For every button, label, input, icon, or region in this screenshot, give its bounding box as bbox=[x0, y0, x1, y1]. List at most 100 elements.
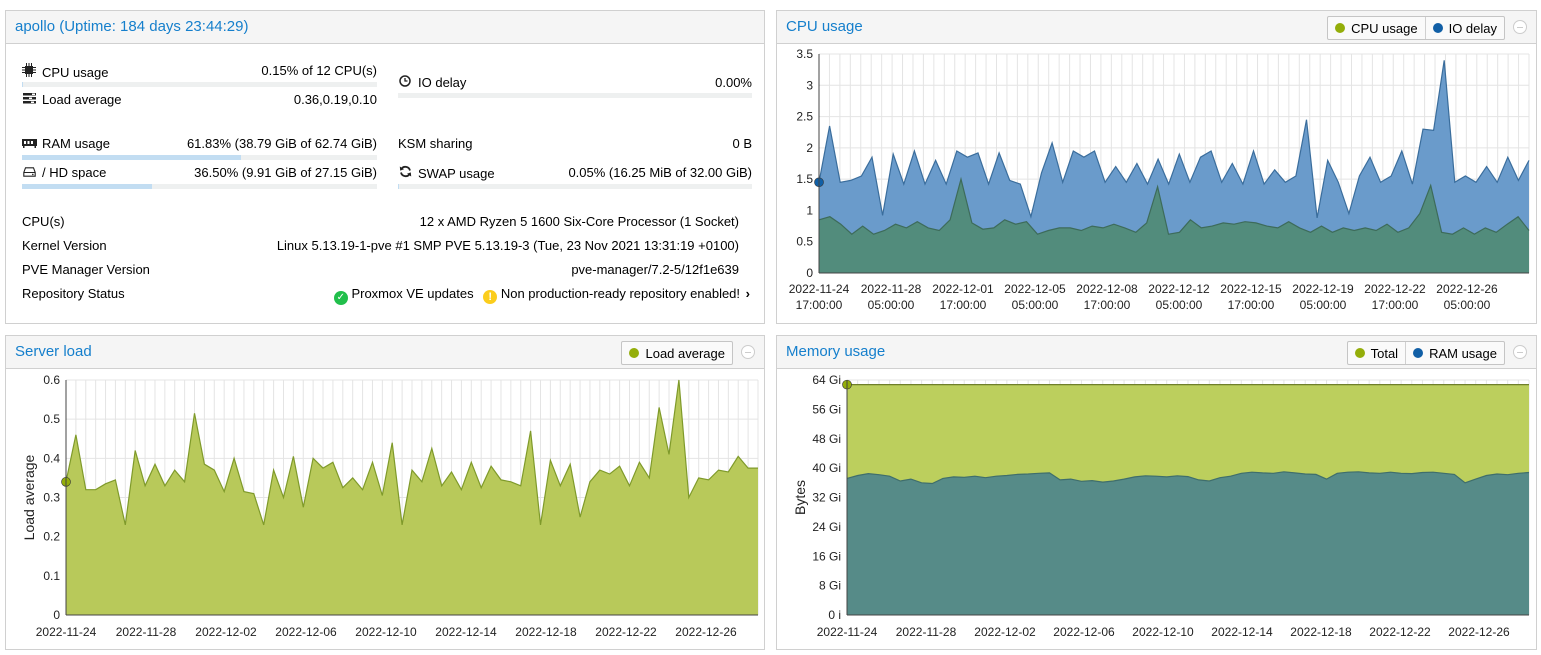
y-tick-label: 0.5 bbox=[796, 235, 813, 249]
y-tick-label: 16 Gi bbox=[812, 549, 841, 563]
cpu-usage-row: CPU usage 0.15% of 12 CPU(s) bbox=[22, 63, 377, 87]
x-tick-label: 2022-12-01 bbox=[932, 282, 994, 296]
collapse-button[interactable] bbox=[1513, 20, 1527, 34]
repo-warn-text: Non production-ready repository enabled! bbox=[500, 286, 741, 301]
legend-dot bbox=[1413, 348, 1424, 358]
kernel-value: Linux 5.13.19-1-pve #1 SMP PVE 5.13.19-3… bbox=[276, 238, 739, 253]
series-area-0 bbox=[66, 380, 758, 615]
x-tick-label: 2022-11-28 bbox=[861, 282, 922, 296]
legend-ram-usage[interactable]: RAM usage bbox=[1406, 342, 1504, 364]
mem-chart-legend: Total RAM usage bbox=[1346, 341, 1505, 365]
cpu-usage-label: CPU usage bbox=[42, 65, 109, 80]
y-tick-label: 0 i bbox=[828, 608, 841, 622]
node-title: apollo (Uptime: 184 days 23:44:29) bbox=[15, 18, 249, 35]
hd-space-value: 36.50% (9.91 GiB of 27.15 GiB) bbox=[194, 165, 377, 180]
repo-status-value[interactable]: ✓ Proxmox VE updates ! Non production-re… bbox=[333, 286, 750, 305]
y-tick-label: 0.5 bbox=[43, 412, 60, 426]
collapse-button[interactable] bbox=[741, 345, 755, 359]
x-tick-label: 2022-12-05 bbox=[1004, 282, 1066, 296]
memory-usage-panel: Memory usage Total RAM usage 0 i 8 Gi 16 G… bbox=[776, 335, 1537, 650]
load-average-row: Load average 0.36,0.19,0.10 bbox=[22, 92, 377, 112]
x-tick-label: 2022-12-18 bbox=[515, 625, 577, 639]
x-tick-label: 2022-12-14 bbox=[1211, 625, 1273, 639]
x-tick-label: 2022-12-22 bbox=[595, 625, 657, 639]
x-tick-label: 2022-12-02 bbox=[195, 625, 257, 639]
ksm-sharing-value: 0 B bbox=[732, 136, 752, 151]
y-tick-label: 2 bbox=[806, 141, 813, 155]
server-load-panel: Server load Load average 0 0.1 0.2 0.3 0.4 0.… bbox=[5, 335, 765, 650]
cpu-chart-title: CPU usage bbox=[786, 18, 863, 35]
y-tick-label: 1.5 bbox=[796, 172, 813, 186]
series-line-1 bbox=[818, 60, 1530, 219]
cpu-usage-chart: 0 0.5 1 1.5 2 2.5 3 3.5 2022-11-24 17:00:00 2022-1… bbox=[789, 47, 1530, 312]
load-average-value: 0.36,0.19,0.10 bbox=[293, 92, 377, 107]
server-load-chart: 0 0.1 0.2 0.3 0.4 0.5 0.6 2022-11-24 2022-11-28 2… bbox=[21, 373, 759, 639]
y-tick-label: 24 Gi bbox=[812, 520, 841, 534]
load-chart-title: Server load bbox=[15, 343, 92, 360]
legend-cpu-usage[interactable]: CPU usage bbox=[1328, 17, 1426, 39]
x-tick-label: 05:00:00 bbox=[1300, 298, 1347, 312]
legend-load-average[interactable]: Load average bbox=[622, 342, 732, 364]
x-tick-label: 2022-12-06 bbox=[275, 625, 337, 639]
y-tick-label: 64 Gi bbox=[812, 373, 841, 387]
y-tick-label: 3 bbox=[806, 78, 813, 92]
legend-total[interactable]: Total bbox=[1348, 342, 1407, 364]
refresh-icon bbox=[398, 165, 412, 181]
y-axis-title: Bytes bbox=[792, 480, 808, 515]
x-tick-label: 05:00:00 bbox=[868, 298, 915, 312]
x-tick-label: 2022-11-28 bbox=[116, 625, 177, 639]
series-area-0 bbox=[819, 179, 1529, 273]
y-axis-title: Load average bbox=[21, 454, 37, 540]
cpus-label: CPU(s) bbox=[22, 214, 65, 229]
status-panel-header: apollo (Uptime: 184 days 23:44:29) bbox=[6, 11, 764, 44]
x-tick-label: 2022-11-24 bbox=[817, 625, 878, 639]
chevron-right-icon: › bbox=[745, 286, 750, 301]
y-tick-label: 0.2 bbox=[43, 530, 60, 544]
cpu-chart-legend: CPU usage IO delay bbox=[1327, 16, 1505, 40]
legend-io-delay[interactable]: IO delay bbox=[1426, 17, 1504, 39]
y-tick-label: 2.5 bbox=[796, 110, 813, 124]
repo-status-label: Repository Status bbox=[22, 286, 125, 301]
x-tick-label: 2022-12-26 bbox=[675, 625, 737, 639]
x-tick-label: 17:00:00 bbox=[940, 298, 987, 312]
y-tick-label: 32 Gi bbox=[812, 491, 841, 505]
pve-version-value: pve-manager/7.2-5/12f1e639 bbox=[571, 262, 739, 277]
collapse-button[interactable] bbox=[1513, 345, 1527, 359]
x-tick-label: 2022-12-10 bbox=[1132, 625, 1194, 639]
memory-usage-chart: 0 i 8 Gi 16 Gi 24 Gi 32 Gi 40 Gi 48 Gi 56 Gi 64 … bbox=[792, 373, 1530, 639]
x-tick-label: 2022-11-28 bbox=[896, 625, 957, 639]
hd-space-label: / HD space bbox=[42, 165, 107, 180]
x-tick-label: 17:00:00 bbox=[1228, 298, 1275, 312]
series-area-1 bbox=[847, 471, 1529, 615]
x-tick-label: 17:00:00 bbox=[1084, 298, 1131, 312]
kernel-label: Kernel Version bbox=[22, 238, 107, 253]
series-area-1 bbox=[819, 60, 1529, 273]
y-tick-label: 1 bbox=[806, 203, 813, 217]
x-tick-label: 2022-12-08 bbox=[1076, 282, 1138, 296]
load-average-label: Load average bbox=[42, 92, 122, 107]
legend-dot bbox=[1335, 23, 1346, 33]
load-chart-legend: Load average bbox=[621, 341, 733, 365]
cpu-usage-header: CPU usage CPU usage IO delay bbox=[777, 11, 1536, 44]
x-tick-label: 2022-12-18 bbox=[1290, 625, 1352, 639]
y-tick-label: 0.6 bbox=[43, 373, 60, 387]
x-tick-label: 2022-12-15 bbox=[1220, 282, 1282, 296]
x-tick-label: 2022-11-24 bbox=[36, 625, 97, 639]
y-tick-label: 0.1 bbox=[43, 569, 60, 583]
y-tick-label: 56 Gi bbox=[812, 402, 841, 416]
x-tick-label: 2022-12-22 bbox=[1369, 625, 1431, 639]
y-tick-label: 0.4 bbox=[43, 451, 60, 465]
swap-usage-row: SWAP usage 0.05% (16.25 MiB of 32.00 GiB… bbox=[398, 165, 752, 189]
status-panel: apollo (Uptime: 184 days 23:44:29) CPU u… bbox=[5, 10, 765, 324]
x-tick-label: 17:00:00 bbox=[796, 298, 843, 312]
clock-icon bbox=[398, 75, 412, 90]
y-tick-label: 0 bbox=[806, 266, 813, 280]
io-delay-row: IO delay 0.00% bbox=[398, 75, 752, 99]
swap-usage-value: 0.05% (16.25 MiB of 32.00 GiB) bbox=[568, 165, 752, 180]
y-tick-label: 3.5 bbox=[796, 47, 813, 61]
cpu-usage-panel: CPU usage CPU usage IO delay 0 0.5 1 1.5 2 2.… bbox=[776, 10, 1537, 324]
x-tick-label: 2022-12-14 bbox=[435, 625, 497, 639]
ram-usage-bar bbox=[22, 155, 377, 160]
ksm-sharing-label: KSM sharing bbox=[398, 136, 473, 151]
x-tick-label: 05:00:00 bbox=[1012, 298, 1059, 312]
